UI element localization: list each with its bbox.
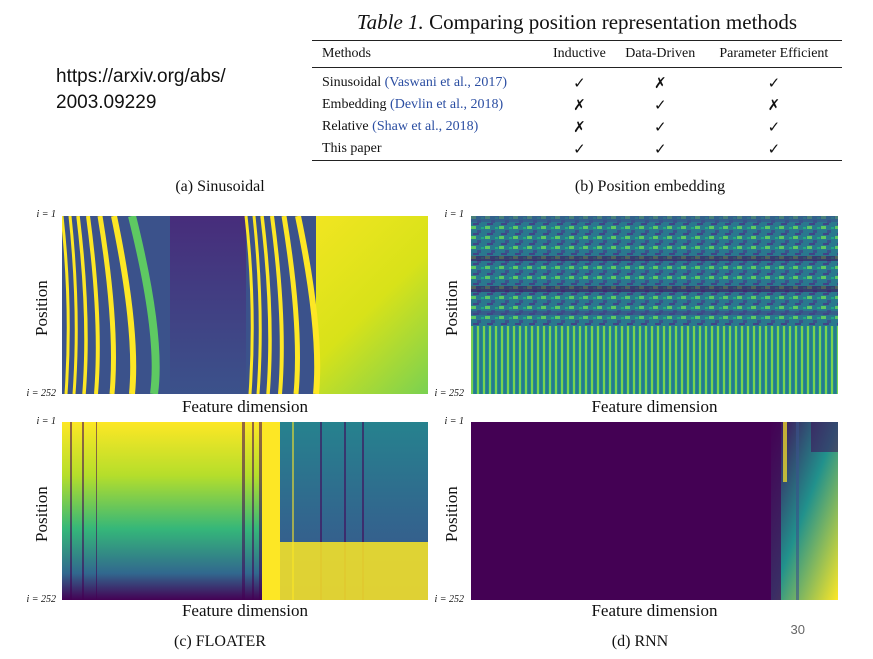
inductive-mark: ✓ — [573, 140, 586, 158]
panel-b-ylabel: Position — [442, 280, 461, 336]
data-driven-mark: ✓ — [654, 118, 667, 136]
heatmap-rnn — [471, 422, 838, 600]
floater-stripes — [70, 422, 364, 600]
panel-c-xlabel: Feature dimension — [181, 601, 309, 620]
param-efficient-mark: ✓ — [767, 140, 781, 158]
citation-link[interactable]: (Shaw et al., 2018) — [372, 119, 479, 134]
arxiv-url-line1: https://arxiv.org/abs/ — [56, 66, 226, 87]
table-row: Sinusoidal (Vaswani et al., 2017) ✓ ✗ ✓ — [312, 68, 842, 95]
sin-stripes-left — [62, 216, 160, 394]
table-row: Relative (Shaw et al., 2018) ✗ ✓ ✓ — [312, 116, 842, 138]
panel-d-xlabel: Feature dimension — [591, 601, 718, 620]
param-efficient-mark: ✗ — [767, 96, 781, 114]
arxiv-url[interactable]: https://arxiv.org/abs/ 2003.09229 — [56, 64, 226, 116]
inductive-mark: ✓ — [573, 74, 586, 92]
heatmap-sinusoidal — [62, 216, 428, 394]
panel-a-i-top: i = 1 — [36, 209, 56, 220]
param-efficient-mark: ✓ — [767, 74, 781, 92]
data-driven-mark: ✓ — [654, 140, 667, 158]
table-title-prefix: Table 1. — [356, 10, 424, 34]
table-row: This paper ✓ ✓ ✓ — [312, 138, 842, 161]
panel-d-i-bottom: i = 252 — [434, 594, 464, 605]
panel-b-xlabel: Feature dimension — [591, 397, 718, 416]
arxiv-url-line2: 2003.09229 — [56, 92, 157, 113]
caption-sinusoidal: (a) Sinusoidal — [175, 178, 265, 195]
caption-floater: (c) FLOATER — [174, 633, 266, 650]
heatmap-floater — [62, 422, 428, 600]
table-title: Table 1. Comparing position representati… — [312, 10, 842, 35]
data-driven-mark: ✗ — [654, 74, 667, 92]
table-row: Embedding (Devlin et al., 2018) ✗ ✓ ✗ — [312, 94, 842, 116]
panel-c-i-bottom: i = 252 — [26, 594, 56, 605]
caption-rnn: (d) RNN — [611, 633, 669, 650]
method-cell: This paper — [312, 138, 544, 161]
heatmap-position-embedding — [471, 216, 838, 394]
comparison-table: Methods Inductive Data-Driven Parameter … — [312, 40, 842, 161]
panel-d-i-top: i = 1 — [444, 416, 464, 427]
panel-a-i-bottom: i = 252 — [26, 388, 56, 399]
inductive-mark: ✗ — [573, 96, 586, 114]
header-data-driven: Data-Driven — [625, 46, 696, 61]
table-header-row: Methods Inductive Data-Driven Parameter … — [312, 40, 842, 68]
header-inductive: Inductive — [552, 46, 606, 61]
sin-stripes-right — [244, 216, 321, 394]
method-name: This paper — [322, 141, 382, 156]
slide-number: 30 — [790, 622, 805, 637]
method-cell: Sinusoidal (Vaswani et al., 2017) — [312, 68, 544, 95]
method-cell: Embedding (Devlin et al., 2018) — [312, 94, 544, 116]
panel-d-ylabel: Position — [442, 486, 461, 542]
inductive-mark: ✗ — [573, 118, 586, 136]
table-title-rest: Comparing position representation method… — [423, 10, 798, 34]
param-efficient-mark: ✓ — [767, 118, 781, 136]
data-driven-mark: ✓ — [654, 96, 667, 114]
panel-a-xlabel: Feature dimension — [181, 397, 309, 416]
header-methods: Methods — [322, 46, 371, 61]
panel-b-i-top: i = 1 — [444, 209, 464, 220]
citation-link[interactable]: (Vaswani et al., 2017) — [384, 75, 508, 90]
method-name: Sinusoidal — [322, 75, 382, 90]
panel-a-ylabel: Position — [32, 280, 51, 336]
method-cell: Relative (Shaw et al., 2018) — [312, 116, 544, 138]
panel-c-i-top: i = 1 — [36, 416, 56, 427]
header-parameter-efficient: Parameter Efficient — [719, 46, 829, 61]
panel-b-i-bottom: i = 252 — [434, 388, 464, 399]
panel-c-ylabel: Position — [32, 486, 51, 542]
method-name: Relative — [322, 119, 369, 134]
citation-link[interactable]: (Devlin et al., 2018) — [390, 97, 504, 112]
method-name: Embedding — [322, 97, 387, 112]
caption-position-embedding: (b) Position embedding — [574, 178, 726, 195]
